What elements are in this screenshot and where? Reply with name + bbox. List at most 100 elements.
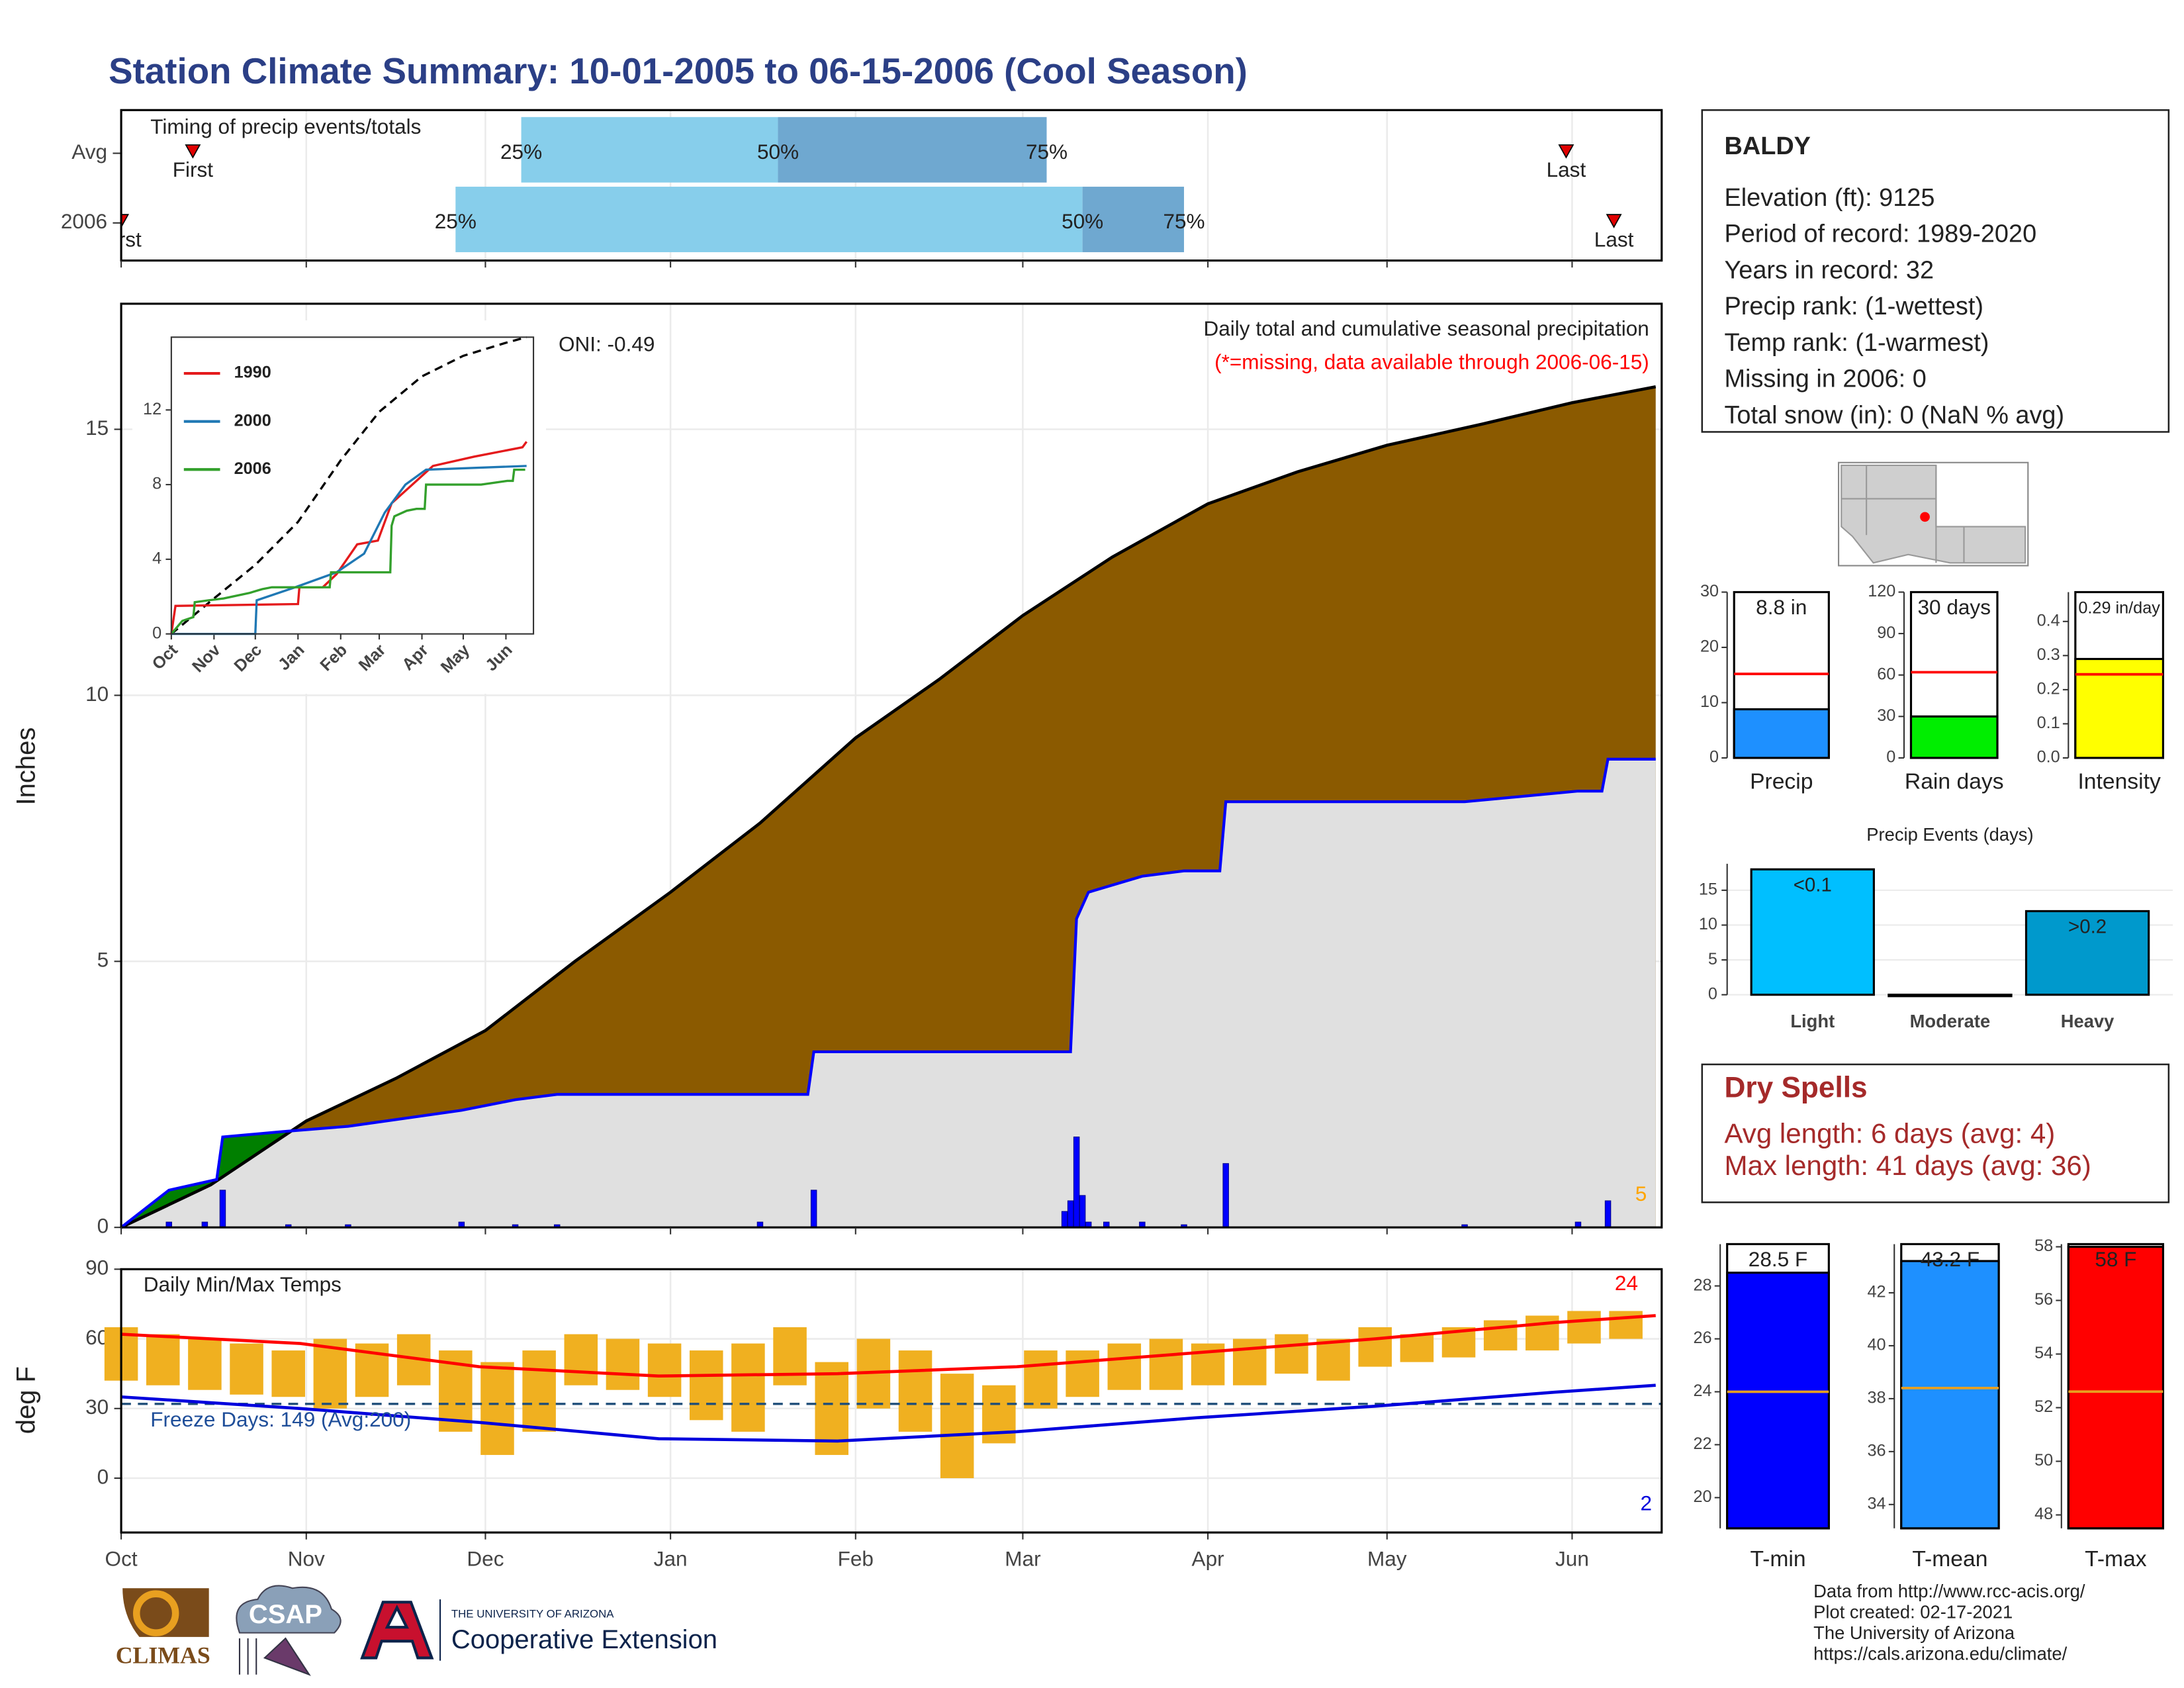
y-tick-label: 20 [1700,637,1719,656]
x-tick-label: May [1367,1547,1407,1571]
temp-range-bar [564,1334,598,1385]
daily-bar [1061,1211,1068,1228]
bar [1888,994,2013,998]
y-tick-label: 50 [2034,1451,2053,1470]
series-line [171,465,527,635]
panel-title: Timing of precip events/totals [150,115,421,138]
temp-range-bar [731,1343,765,1432]
y-tick-label: 0.1 [2037,714,2060,732]
bar [1900,1260,2000,1530]
temp-range-bar [606,1338,640,1390]
avg-line [120,385,1657,1229]
y-tick-label: Avg [71,140,107,164]
bar-low [521,117,778,183]
climas-logo-text: CLIMAS [116,1642,210,1669]
count-label: 5 [1635,1182,1647,1205]
y-tick-label: 2006 [61,209,107,233]
x-tick-label: Feb [838,1547,874,1571]
y-tick-label: 40 [1868,1336,1886,1354]
station-line: Precip rank: (1-wettest) [1724,293,1983,320]
y-tick-label: 36 [1868,1442,1886,1460]
y-tick-label: 5 [1708,950,1717,968]
percent-label: 50% [757,140,799,164]
daily-bar [1073,1137,1080,1228]
y-tick-label: 30 [1700,582,1719,600]
y-tick-label: 52 [2034,1397,2053,1416]
bar-title: Precip [1750,770,1813,794]
y-tick-label: 8 [152,475,161,493]
oni-label: ONI: -0.49 [559,332,655,355]
bar-title: Rain days [1905,770,2004,794]
event-label: First [173,158,214,181]
temp-range-bar [1567,1311,1601,1344]
panel-frame [120,303,1663,1229]
x-tick-label: Moderate [1910,1011,1991,1031]
bar-high [1082,187,1185,252]
percent-label: 25% [500,140,542,164]
avg-min-line [120,1383,1656,1443]
map-border [1841,465,1965,563]
season-line [120,757,1656,1229]
locator-map [1838,461,2029,567]
temp-range-bar [898,1350,933,1432]
legend-label: 2006 [234,459,271,478]
y-tick-label: 15 [85,416,109,440]
temp-range-bar [1358,1327,1392,1367]
ua-logo [360,1601,434,1660]
y-tick-label: 0 [152,624,161,642]
bar [1726,1272,1830,1530]
x-tick-label: Oct [105,1547,138,1571]
avg-max-line [120,1314,1656,1378]
temp-range-bar [1149,1338,1183,1390]
x-tick-label: Heavy [2061,1011,2115,1031]
station-dot [1920,512,1930,522]
daily-bar [810,1190,817,1228]
y-tick-label: 48 [2034,1505,2053,1523]
y-tick-label: 0 [97,1464,109,1488]
dry-spells-box [1701,1063,2170,1203]
dry-spells-line: Avg length: 6 days (avg: 4) [1724,1117,2055,1149]
footer-line: Plot created: 02-17-2021 [1813,1601,2013,1622]
freeze-label: Freeze Days: 149 (Avg:200) [150,1407,411,1431]
bar [1733,708,1830,759]
temp-range-bar [230,1343,263,1395]
value-label: >0.2 [2068,915,2107,937]
y-tick-label: 0.2 [2037,680,2060,698]
temp-range-bar [188,1338,222,1390]
chart-title: Daily total and cumulative seasonal prec… [1203,316,1649,340]
legend-label: 2000 [234,411,271,430]
y-tick-label: 0 [1708,984,1717,1003]
footer-line: https://cals.arizona.edu/climate/ [1813,1644,2067,1664]
y-tick-label: 30 [85,1395,109,1419]
panel-title: Daily Min/Max Temps [144,1272,341,1296]
y-tick-label: 90 [1877,624,1895,642]
footer-line: Data from http://www.rcc-acis.org/ [1813,1581,2085,1601]
y-tick-label: 42 [1868,1283,1886,1301]
y-tick-label: 28 [1693,1276,1711,1294]
y-tick-label: 26 [1693,1329,1711,1347]
bar-low [455,187,1083,252]
bar [1909,715,1999,759]
y-tick-label: 10 [1700,692,1719,711]
climas-logo-sun [132,1590,179,1636]
temp-range-bar [146,1334,180,1385]
event-marker [185,144,201,159]
bar-title: T-min [1750,1547,1805,1571]
season-area [121,759,1656,1228]
dry-spells-line: Max length: 41 days (avg: 36) [1724,1150,2091,1181]
value-label: 28.5 F [1749,1247,1807,1271]
temp-range-bar [940,1374,974,1479]
y-tick-label: 38 [1868,1389,1886,1407]
station-line: Years in record: 32 [1724,256,1934,284]
x-tick-label: Nov [288,1547,325,1571]
station-line: Temp rank: (1-warmest) [1724,329,1989,357]
y-tick-label: 34 [1868,1494,1886,1513]
y-tick-label: 54 [2034,1344,2053,1362]
chart-title: Precip Events (days) [1866,824,2033,845]
bar [1750,868,1875,996]
percent-label: 75% [1026,140,1068,164]
x-tick-label: Dec [467,1547,504,1571]
percent-label: 50% [1062,209,1103,233]
